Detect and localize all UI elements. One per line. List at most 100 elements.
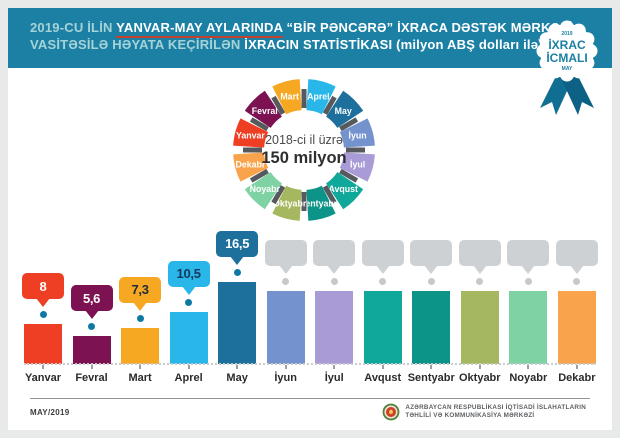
month-label-avqust: Avqust (362, 365, 404, 384)
bar-aprel (169, 311, 208, 364)
empty-value-bubble (361, 240, 404, 266)
donut-label-i̇yul: İyul (350, 159, 365, 169)
bar-column-aprel: 10,5 (167, 260, 210, 364)
donut-label-i̇yun: İyun (349, 131, 367, 141)
footer-organization: AZƏRBAYCAN RESPUBLİKASI İQTİSADİ İSLAHAT… (382, 403, 586, 421)
month-label-i̇yul: İyul (313, 365, 355, 384)
value-label: 10,5 (176, 266, 201, 281)
bar-chart-labels: Yanvar Fevral Mart Aprel May İyun İyul Avqust Se… (22, 365, 598, 384)
donut-label-fevral: Fevral (252, 106, 278, 116)
bar-fevral (72, 336, 111, 364)
month-label-may: May (216, 365, 258, 384)
bubble-tail (521, 265, 536, 274)
bubble-tail (36, 298, 50, 307)
title-line1-underlined: YANVAR-MAY AYLARINDA (116, 20, 283, 38)
donut-segment-oktyabr (272, 185, 302, 221)
footer-date: MAY/2019 (30, 408, 70, 417)
bubble-tail (84, 310, 99, 319)
donut-segment-i̇yun (339, 118, 375, 148)
bubble-tail (230, 255, 245, 265)
value-label: 8 (39, 278, 47, 294)
month-label-fevral: Fevral (71, 365, 113, 384)
month-label-i̇yun: İyun (265, 365, 307, 384)
donut-separator-dash (339, 168, 359, 183)
axis-tick (527, 365, 530, 369)
donut-segment-may (326, 90, 364, 128)
bar-yanvar (24, 324, 62, 364)
donut-label-noyabr: Noyabr (250, 184, 281, 194)
bar-column-mart: 7,3 (119, 276, 162, 364)
page-title: 2019-CU İLİN YANVAR-MAY AYLARINDA “BİR P… (30, 19, 572, 53)
donut-label-dekabr: Dekabr (235, 159, 265, 169)
bar-dekabr (557, 291, 596, 364)
month-label-oktyabr: Oktyabr (459, 365, 501, 384)
axis-tick (139, 365, 142, 369)
empty-value-bubble (555, 240, 598, 266)
donut-separator-dash (322, 95, 337, 115)
empty-value-bubble (507, 240, 550, 266)
month-label-text: Yanvar (24, 372, 62, 384)
bubble-dot (88, 323, 96, 330)
donut-segment-yanvar (233, 118, 269, 148)
donut-label-may: May (335, 106, 352, 116)
month-label-noyabr: Noyabr (507, 365, 549, 384)
donut-label-oktyabr: Oktyabr (273, 199, 307, 209)
value-bubble: 8 (22, 273, 64, 299)
bar-column-i̇yul (313, 240, 356, 364)
month-label-text: İyul (324, 372, 344, 384)
month-label-mart: Mart (119, 365, 161, 384)
bubble-dot (282, 278, 290, 285)
bar-may (218, 281, 257, 364)
bar-column-i̇yun (264, 240, 307, 364)
bar-column-may: 16,5 (216, 230, 259, 364)
bubble-tail (327, 265, 342, 274)
bubble-dot (379, 278, 387, 285)
donut-segment-noyabr (244, 172, 282, 210)
state-emblem-icon (382, 403, 400, 421)
month-label-text: Noyabr (509, 372, 548, 384)
header-band: 2019-CU İLİN YANVAR-MAY AYLARINDA “BİR P… (8, 8, 612, 68)
bar-noyabr (509, 291, 548, 364)
month-label-text: İyun (274, 372, 297, 384)
bubble-dot (39, 311, 47, 318)
bubble-dot (136, 314, 144, 322)
axis-tick (187, 365, 190, 369)
empty-value-bubble (313, 240, 356, 266)
donut-segment-aprel (306, 79, 336, 115)
axis-tick (90, 365, 93, 369)
donut-segment-i̇yul (339, 152, 375, 182)
month-label-text: Avqust (364, 372, 402, 384)
month-label-text: Dekabr (558, 372, 596, 384)
bubble-tail (569, 265, 584, 274)
bubble-dot (476, 278, 484, 285)
month-label-text: Fevral (75, 372, 108, 384)
axis-tick (236, 365, 239, 369)
donut-label-mart: Mart (280, 91, 299, 101)
export-review-badge: 2019 İXRAC İCMALI MAY (536, 20, 598, 115)
axis-tick (42, 365, 44, 369)
donut-chart: Aprel May İyun İyul Avqust Sentyabr Oktyabr Noy… (219, 65, 389, 235)
donut-segment-avqust (326, 172, 364, 210)
month-label-sentyabr: Sentyabr (407, 365, 455, 384)
axis-tick (333, 365, 336, 369)
month-label-text: Sentyabr (407, 372, 455, 384)
bubble-dot (330, 278, 338, 285)
title-line1-bold: “BİR PƏNCƏRƏ” İXRACA DƏSTƏK MƏRKƏZİ (282, 20, 573, 35)
badge-month-text: MAY (562, 66, 573, 72)
bubble-tail (472, 265, 487, 274)
donut-label-avqust: Avqust (328, 184, 358, 194)
value-label: 16,5 (225, 236, 250, 251)
empty-value-bubble (264, 240, 307, 266)
bubble-tail (181, 285, 196, 295)
organization-name-line1: AZƏRBAYCAN RESPUBLİKASI İQTİSADİ İSLAHAT… (405, 403, 586, 411)
donut-segment-mart (272, 79, 302, 115)
infographic-card: 2019-CU İLİN YANVAR-MAY AYLARINDA “BİR P… (8, 8, 612, 430)
value-label: 7,3 (131, 282, 149, 297)
donut-separator-dash (271, 95, 286, 115)
month-label-yanvar: Yanvar (22, 365, 64, 384)
value-bubble: 5,6 (70, 285, 113, 311)
badge-title-line2: İCMALI (546, 50, 587, 65)
bubble-tail (133, 301, 148, 311)
